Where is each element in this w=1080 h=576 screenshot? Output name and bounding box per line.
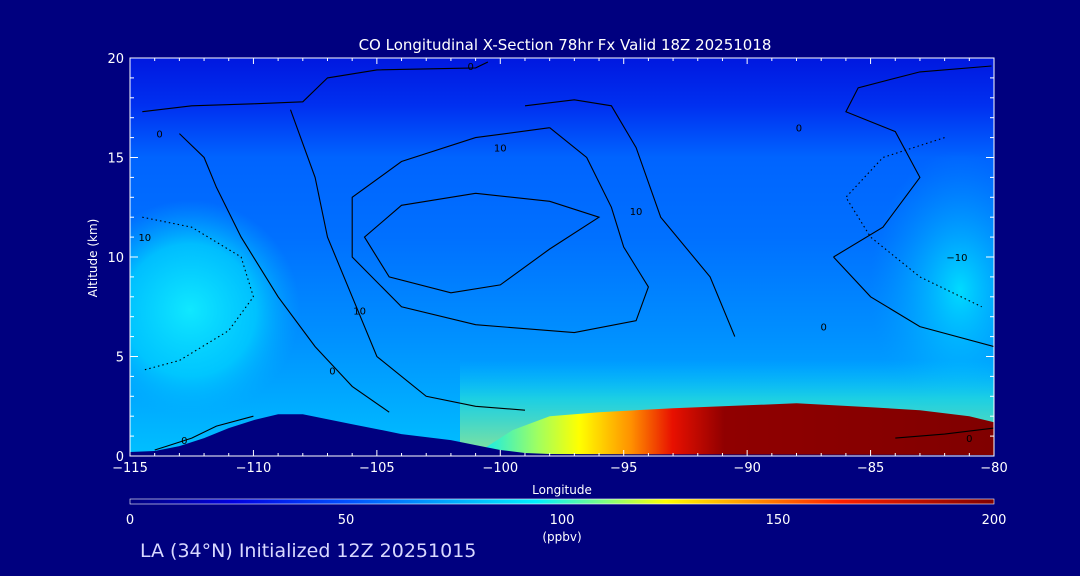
contour-lines bbox=[142, 61, 994, 451]
contour-label: 0 bbox=[966, 434, 972, 445]
contour-line bbox=[289, 109, 526, 411]
surface-plume bbox=[475, 403, 994, 456]
contour-label: 10 bbox=[494, 144, 507, 155]
contour-label: 10 bbox=[138, 233, 151, 244]
x-axis: −115 −110 −105 −100 −95 −90 −85 −80 bbox=[112, 58, 1008, 476]
contour-line bbox=[351, 127, 650, 334]
contour-label: −10 bbox=[946, 253, 967, 264]
contour-label: 0 bbox=[820, 323, 826, 334]
contour-line bbox=[833, 65, 992, 258]
contour-label: 0 bbox=[796, 124, 802, 135]
y-tick-label: 10 bbox=[107, 251, 124, 266]
contour-label: 10 bbox=[630, 207, 643, 218]
y-axis: 0 5 10 15 20 bbox=[107, 52, 994, 465]
x-tick-label: −105 bbox=[359, 461, 395, 476]
contour-labels: 0 0 0 0 0 0 0 10 10 10 10 −10 bbox=[138, 62, 972, 447]
y-tick-label: 0 bbox=[116, 450, 124, 465]
y-tick-label: 15 bbox=[107, 152, 124, 167]
contour-line bbox=[895, 427, 994, 439]
contour-negative bbox=[142, 216, 255, 371]
contour-negative bbox=[845, 137, 982, 308]
east-high-region bbox=[870, 150, 994, 430]
terrain bbox=[130, 414, 994, 456]
colorbar-tick-label: 50 bbox=[338, 513, 355, 528]
colorbar-tick-label: 100 bbox=[550, 513, 575, 528]
x-tick-label: −90 bbox=[733, 461, 760, 476]
contour-label: 0 bbox=[329, 366, 335, 377]
contour-line bbox=[833, 256, 994, 348]
colorbar-tick-label: 200 bbox=[982, 513, 1007, 528]
colorbar-tick-label: 0 bbox=[126, 513, 134, 528]
x-tick-label: −100 bbox=[482, 461, 518, 476]
contour-label: 0 bbox=[467, 62, 473, 73]
x-tick-label: −115 bbox=[112, 461, 148, 476]
colorbar-units: (ppbv) bbox=[542, 530, 581, 544]
y-tick-label: 5 bbox=[116, 351, 124, 366]
colorbar-ticks: 0 50 100 150 200 bbox=[126, 513, 1007, 528]
y-tick-label: 20 bbox=[107, 52, 124, 67]
chart-title: CO Longitudinal X-Section 78hr Fx Valid … bbox=[359, 36, 772, 54]
contour-label: 10 bbox=[353, 307, 366, 318]
run-info: LA (34°N) Initialized 12Z 20251015 bbox=[140, 540, 477, 562]
contour-label: 0 bbox=[181, 436, 187, 447]
x-tick-label: −85 bbox=[857, 461, 884, 476]
x-tick-label: −110 bbox=[236, 461, 272, 476]
y-axis-label: Altitude (km) bbox=[86, 219, 100, 298]
contour-line bbox=[363, 192, 601, 294]
contour-line bbox=[154, 415, 254, 451]
contour-line bbox=[142, 61, 489, 113]
x-tick-label: −95 bbox=[610, 461, 637, 476]
x-tick-label: −80 bbox=[980, 461, 1007, 476]
x-axis-label: Longitude bbox=[532, 483, 592, 497]
contour-line bbox=[179, 133, 390, 413]
west-high-region bbox=[130, 200, 300, 420]
colorbar-tick-label: 150 bbox=[766, 513, 791, 528]
colorbar bbox=[129, 498, 995, 505]
contour-line bbox=[524, 99, 736, 337]
contour-label: 0 bbox=[156, 130, 162, 141]
co-field: 0 0 0 0 0 0 0 10 10 10 10 −10 bbox=[130, 58, 994, 456]
